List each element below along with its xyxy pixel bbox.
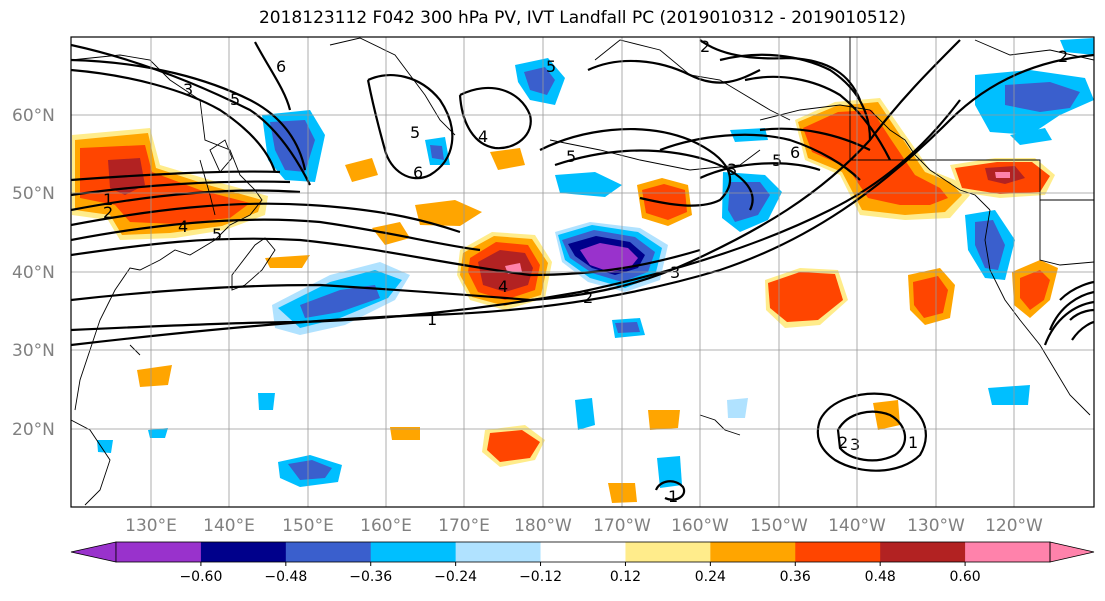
colorbar: −0.60 −0.48 −0.36 −0.24 −0.12 0.12 0.24 0.36 0.4…: [70, 541, 1095, 585]
contour-label: 6: [413, 163, 423, 182]
contour-label: 2: [700, 37, 710, 56]
colorbar-tick-label: −0.24: [434, 569, 477, 585]
contour-label: 5: [230, 90, 240, 109]
map-border: [70, 36, 1095, 508]
colorbar-cell: [710, 542, 796, 562]
contour-label: 1: [427, 310, 437, 329]
lon-label: 180°W: [514, 516, 572, 536]
lon-label: 140°W: [828, 516, 886, 536]
ivt-shading: [72, 38, 1094, 503]
colorbar-cell: [880, 542, 966, 562]
contour-label: 5: [772, 151, 782, 170]
colorbar-cell: [540, 542, 626, 562]
colorbar-tick-label: −0.36: [349, 569, 392, 585]
contour-label: 4: [498, 277, 508, 296]
lon-label: 150°E: [282, 516, 334, 536]
colorbar-cell: [625, 542, 711, 562]
lat-label: 20°N: [12, 420, 55, 440]
lon-label: 140°E: [203, 516, 255, 536]
contour-label: 5: [546, 57, 556, 76]
longitude-labels: 130°E 140°E 150°E 160°E 170°E 180°W 170°…: [125, 516, 1043, 536]
colorbar-cell: [285, 542, 372, 562]
colorbar-cell: [370, 542, 457, 562]
contour-label: 5: [566, 147, 576, 166]
colorbar-tick-label: 0.36: [780, 569, 811, 585]
lat-label: 40°N: [12, 263, 55, 283]
contour-label: 2: [1058, 47, 1068, 66]
contour-label: 4: [478, 127, 488, 146]
page-title: 2018123112 F042 300 hPa PV, IVT Landfall…: [258, 8, 906, 28]
contour-label: 5: [212, 225, 222, 244]
contour-label: 1: [668, 487, 678, 506]
colorbar-tick-label: 0.48: [865, 569, 896, 585]
colorbar-cell: [455, 542, 542, 562]
negative-anomaly: [262, 110, 410, 487]
pv-contours: [71, 39, 1094, 501]
colorbar-border: [115, 541, 1051, 563]
contour-label: 4: [178, 217, 188, 236]
colorbar-cell: [795, 542, 881, 562]
lon-label: 160°W: [671, 516, 729, 536]
lon-label: 130°W: [907, 516, 965, 536]
lon-label: 130°E: [125, 516, 177, 536]
lon-label: 160°E: [360, 516, 412, 536]
colorbar-tick-label: 0.24: [695, 569, 726, 585]
colorbar-tick-label: −0.60: [179, 569, 222, 585]
latitude-labels: 60°N 50°N 40°N 30°N 20°N: [12, 106, 55, 440]
lon-label: 150°W: [750, 516, 808, 536]
negative-anomaly: [965, 38, 1094, 280]
colorbar-tick-label: 0.12: [610, 569, 641, 585]
contour-label: 3: [183, 80, 193, 99]
contour-label: 2: [103, 203, 113, 222]
contour-label: 6: [790, 143, 800, 162]
colorbar-extend-high: [1049, 541, 1095, 563]
contour-label: 3: [670, 263, 680, 282]
contour-label: 3: [850, 435, 860, 454]
lat-label: 60°N: [12, 106, 55, 126]
contour-value-labels: 1 2 3 4 1 2 5 4 5 3 6 6 4 5 5 3 5 6 2 5 …: [103, 37, 1068, 506]
lon-label: 170°W: [593, 516, 651, 536]
contour-label: 2: [583, 288, 593, 307]
contour-label: 1: [908, 433, 918, 452]
contour-label: 3: [727, 160, 737, 179]
colorbar-extend-low: [70, 541, 117, 563]
lon-label: 170°E: [438, 516, 490, 536]
colorbar-tick-label: 0.60: [950, 569, 981, 585]
contour-label: 6: [276, 57, 286, 76]
contour-label: 1: [103, 190, 113, 209]
colorbar-cell: [200, 542, 287, 562]
colorbar-tick-label: −0.48: [264, 569, 307, 585]
gridlines: [71, 37, 1094, 507]
lat-label: 50°N: [12, 184, 55, 204]
colorbar-cell: [116, 542, 202, 562]
lon-label: 120°W: [985, 516, 1043, 536]
contour-label: 5: [410, 123, 420, 142]
contour-label: 2: [838, 433, 848, 452]
lat-label: 30°N: [12, 341, 55, 361]
colorbar-cell: [965, 542, 1051, 562]
colorbar-tick-label: −0.12: [519, 569, 562, 585]
positive-anomaly: [765, 98, 1058, 430]
